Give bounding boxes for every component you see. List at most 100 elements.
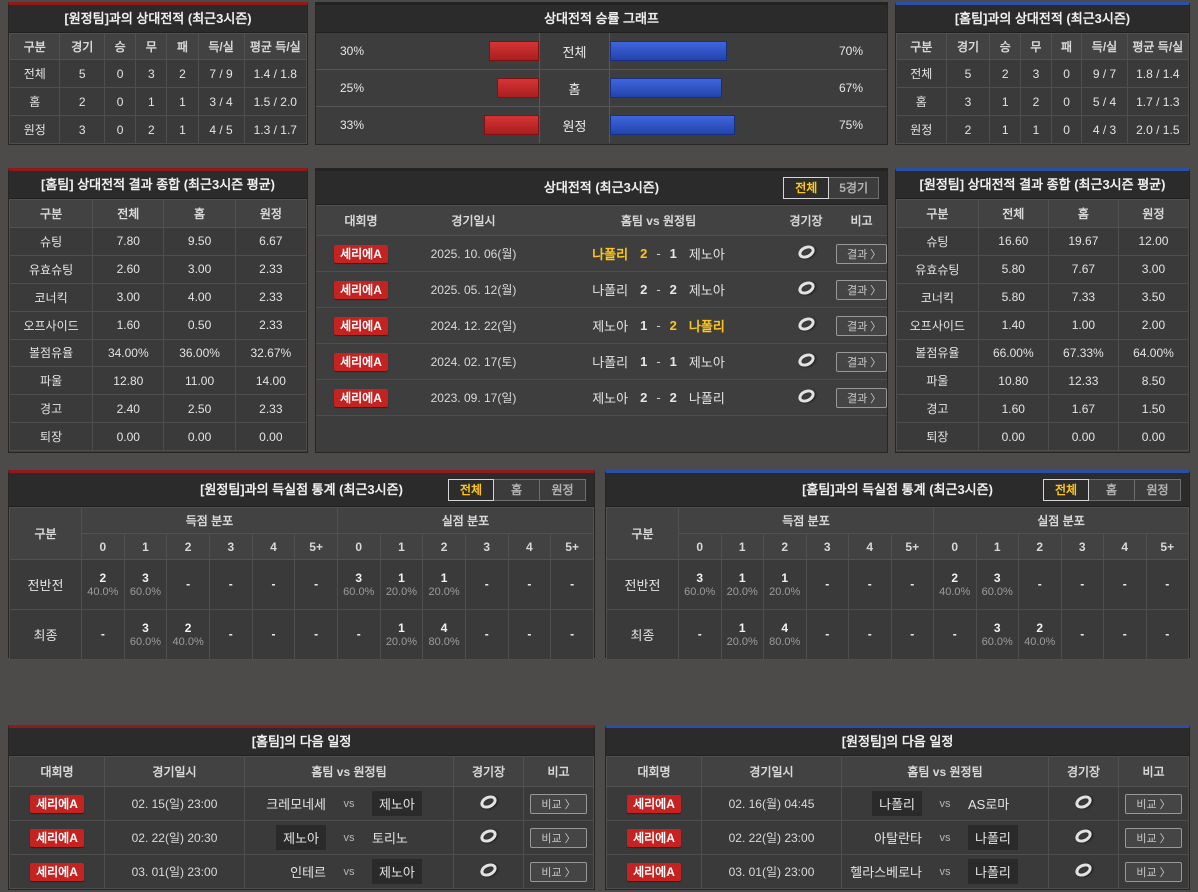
scored-cell: - — [251, 559, 296, 610]
league-cell: 세리에A — [316, 271, 406, 308]
count-value: - — [825, 577, 830, 591]
record-cell: 2 — [1020, 87, 1052, 116]
summary-row: 코너킥 3.00 4.00 2.33 — [8, 282, 308, 312]
stadium-icon[interactable] — [1073, 826, 1094, 846]
row-label: 퇴장 — [8, 422, 94, 451]
stadium-icon[interactable] — [478, 826, 499, 846]
stadium-icon[interactable] — [795, 242, 817, 262]
summary-row: 슈팅 16.60 19.67 12.00 — [896, 227, 1190, 256]
row-label: 홈 — [8, 87, 61, 116]
stadium-icon[interactable] — [795, 278, 817, 298]
result-button[interactable]: 결과 〉 — [836, 387, 887, 408]
header-row: 구분 전체 홈 원정 — [896, 199, 1190, 228]
stadium-icon[interactable] — [478, 792, 499, 812]
count-value: - — [867, 627, 872, 641]
goal-count-header: 5+ — [1145, 533, 1189, 560]
stadium-icon[interactable] — [1073, 792, 1094, 812]
match-score: 2-2 — [640, 390, 677, 405]
league-cell: 세리에A — [606, 820, 702, 855]
count-value: 2 — [1036, 620, 1044, 635]
league-cell: 세리에A — [606, 854, 702, 889]
column-header: 승 — [989, 33, 1022, 60]
scored-cell: 3 60.0% — [123, 609, 168, 660]
away-score: 2 — [669, 390, 677, 405]
note-cell: 결과 〉 — [836, 307, 887, 344]
percent-value: 60.0% — [129, 635, 162, 648]
tab[interactable]: 전체 — [448, 478, 494, 501]
result-button[interactable]: 결과 〉 — [836, 315, 887, 336]
compare-button[interactable]: 비교 〉 — [1125, 861, 1182, 882]
count-value: - — [228, 577, 233, 591]
record-cell: 1.5 / 2.0 — [243, 87, 308, 116]
league-badge: 세리에A — [627, 862, 681, 881]
row-label: 전반전 — [9, 559, 82, 610]
scored-cell: 4 80.0% — [763, 609, 807, 660]
red-bar — [489, 41, 539, 61]
compare-button[interactable]: 비교 〉 — [530, 793, 587, 814]
tab[interactable]: 전체 — [1043, 478, 1089, 501]
summary-cell: 0.00 — [1117, 422, 1190, 451]
tab[interactable]: 5경기 — [829, 176, 879, 199]
stadium-icon[interactable] — [478, 860, 499, 880]
stadium-icon[interactable] — [795, 386, 817, 406]
conceded-cell: 4 80.0% — [422, 609, 466, 660]
summary-cell: 3.00 — [163, 254, 236, 284]
tab[interactable]: 홈 — [494, 478, 540, 501]
scored-cell: - — [805, 559, 849, 610]
home-score: 2 — [640, 390, 648, 405]
stadium-icon[interactable] — [795, 350, 817, 370]
count-value: - — [910, 627, 915, 641]
away-team: 토리노 — [372, 831, 408, 846]
column-header: 홈팀 vs 원정팀 — [841, 756, 1049, 787]
match-date: 03. 01(일) 23:00 — [104, 854, 245, 889]
league-badge: 세리에A — [334, 388, 388, 407]
conceded-cell: 1 20.0% — [379, 609, 424, 660]
tab[interactable]: 전체 — [783, 176, 830, 199]
record-cell: 5 — [59, 59, 106, 88]
percent-value: 60.0% — [981, 635, 1013, 648]
venue-cell — [1048, 786, 1119, 821]
result-button[interactable]: 결과 〉 — [836, 243, 887, 264]
match-teams: 제노아 vs 토리노 — [245, 825, 453, 850]
stadium-icon[interactable] — [1073, 860, 1094, 880]
compare-button[interactable]: 비교 〉 — [530, 827, 587, 848]
result-button[interactable]: 결과 〉 — [836, 279, 887, 300]
red-bar — [484, 115, 539, 135]
right-percent-label: 67% — [838, 81, 863, 95]
record-cell: 3 — [1020, 59, 1052, 88]
goal-count-header: 0 — [678, 533, 722, 560]
away-score: 2 — [669, 282, 677, 297]
count-value: 3 — [142, 570, 149, 585]
league-badge: 세리에A — [627, 794, 681, 813]
schedule-row: 세리에A 02. 22(일) 23:00 아탈란타 vs 나폴리 비교 〉 — [606, 820, 1189, 855]
scored-cell: 2 40.0% — [81, 559, 125, 610]
column-header: 원정 — [1117, 199, 1190, 228]
count-value: - — [570, 577, 575, 591]
stadium-icon[interactable] — [795, 314, 817, 334]
home-summary-panel: [홈팀] 상대전적 결과 종합 (최근3시즌 평균) 구분 전체 홈 원정 슈팅 7.… — [8, 168, 308, 453]
column-header: 득/실 — [197, 33, 245, 60]
graph-left-cell: 30% — [316, 33, 540, 69]
column-header: 승 — [104, 33, 137, 60]
compare-button[interactable]: 비교 〉 — [1125, 793, 1182, 814]
compare-button[interactable]: 비교 〉 — [530, 861, 587, 882]
tab[interactable]: 원정 — [540, 478, 586, 501]
scored-group-header: 득점 분포 — [81, 507, 338, 534]
summary-row: 유효슈팅 2.60 3.00 2.33 — [8, 254, 308, 284]
record-cell: 4 / 5 — [197, 115, 245, 144]
result-button[interactable]: 결과 〉 — [836, 351, 887, 372]
column-header: 전체 — [977, 199, 1049, 228]
compare-button[interactable]: 비교 〉 — [1125, 827, 1182, 848]
tab[interactable]: 홈 — [1089, 478, 1135, 501]
conceded-cell: - — [933, 609, 977, 660]
summary-row: 퇴장 0.00 0.00 0.00 — [896, 422, 1190, 451]
home-score: 2 — [640, 282, 648, 297]
tab[interactable]: 원정 — [1135, 478, 1181, 501]
scored-cell: - — [294, 559, 338, 610]
vs-label: vs — [939, 797, 951, 810]
record-cell: 2.0 / 1.5 — [1126, 115, 1190, 144]
match-score: 2-2 — [640, 282, 677, 297]
percent-value: 20.0% — [385, 585, 418, 598]
summary-cell: 1.60 — [977, 394, 1049, 424]
summary-cell: 64.00% — [1117, 338, 1190, 368]
